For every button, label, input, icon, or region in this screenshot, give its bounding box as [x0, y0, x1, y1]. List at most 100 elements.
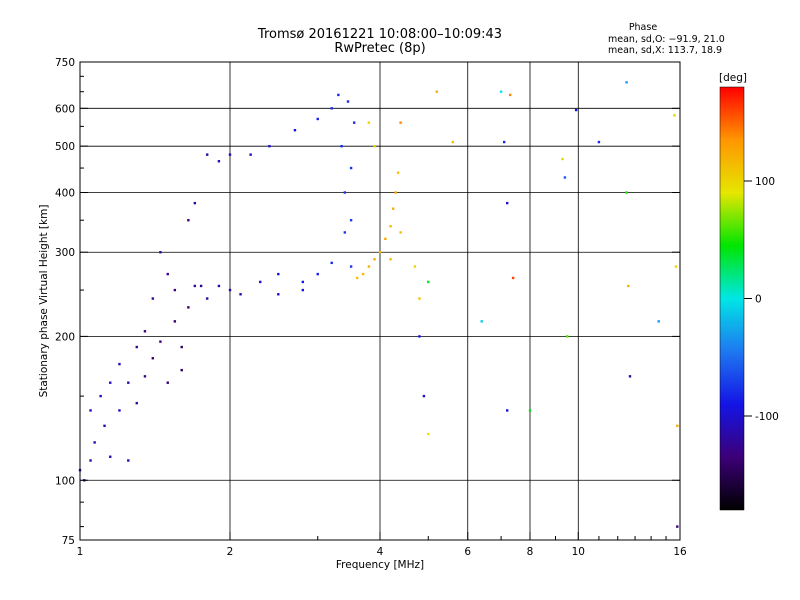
- data-point: [505, 201, 509, 205]
- data-point: [330, 261, 333, 265]
- data-point: [159, 340, 162, 343]
- data-point: [205, 297, 209, 300]
- data-point: [399, 121, 402, 124]
- data-point: [343, 191, 347, 194]
- data-point: [135, 401, 138, 405]
- data-point: [293, 128, 297, 132]
- data-point: [396, 171, 400, 174]
- data-point: [228, 153, 232, 156]
- data-point: [499, 90, 503, 93]
- data-point: [367, 121, 371, 124]
- data-point: [674, 265, 678, 268]
- x-tick-label: 8: [527, 546, 534, 558]
- data-point: [574, 108, 578, 112]
- data-point: [349, 265, 353, 268]
- data-point: [394, 191, 397, 194]
- grid-lines: [80, 62, 680, 540]
- data-point: [143, 330, 147, 333]
- data-point: [384, 237, 387, 241]
- data-point: [413, 265, 417, 268]
- data-point: [330, 107, 333, 110]
- x-axis-label: Frequency [MHz]: [336, 559, 424, 571]
- data-point: [625, 81, 628, 84]
- data-point: [628, 375, 632, 378]
- data-point: [301, 280, 305, 284]
- colorbar-tick-label: 100: [755, 176, 775, 188]
- data-point: [373, 258, 376, 261]
- colorbar-tick-label: -100: [755, 411, 779, 423]
- data-point: [361, 272, 365, 276]
- data-point: [427, 280, 430, 284]
- data-point: [505, 409, 509, 412]
- data-point: [316, 272, 319, 276]
- data-point: [316, 117, 319, 121]
- y-axis-label: Stationary phase Virtual Height [km]: [38, 205, 50, 398]
- data-point: [418, 335, 421, 338]
- phase-x-stats: mean, sd,X: 113.7, 18.9: [608, 45, 722, 56]
- data-point: [352, 121, 356, 124]
- data-point: [346, 100, 350, 103]
- data-point: [349, 166, 353, 170]
- data-point: [561, 157, 564, 161]
- data-point: [173, 288, 177, 292]
- y-tick-label: 750: [55, 57, 75, 69]
- data-point: [508, 93, 512, 97]
- data-point: [528, 409, 532, 412]
- data-point: [391, 207, 395, 210]
- data-point: [89, 409, 92, 412]
- data-point: [480, 320, 483, 323]
- data-point: [180, 368, 183, 372]
- data-point: [268, 144, 271, 148]
- data-point: [93, 441, 96, 444]
- data-point: [118, 362, 121, 366]
- data-point: [657, 320, 660, 323]
- data-point: [373, 144, 376, 148]
- data-point: [143, 375, 147, 378]
- data-point: [676, 424, 679, 428]
- y-tick-label: 100: [55, 475, 75, 487]
- data-point: [627, 284, 630, 288]
- data-point: [378, 251, 382, 254]
- phase-o-stats: mean, sd,O: −91.9, 21.0: [608, 34, 725, 45]
- data-point: [418, 297, 421, 300]
- data-point: [199, 284, 203, 288]
- data-point: [597, 140, 601, 144]
- data-point: [502, 140, 506, 144]
- data-point: [277, 293, 280, 296]
- data-point: [355, 276, 359, 280]
- data-points: [78, 81, 679, 528]
- data-point: [676, 525, 679, 528]
- data-point: [173, 320, 177, 323]
- y-tick-label: 600: [55, 103, 75, 115]
- data-point: [367, 265, 371, 268]
- data-point: [109, 455, 112, 458]
- data-point: [127, 459, 130, 462]
- data-point: [451, 140, 455, 144]
- data-point: [193, 284, 197, 288]
- data-point: [166, 381, 169, 384]
- data-point: [565, 335, 569, 338]
- colorbar: [719, 86, 745, 511]
- data-point: [422, 394, 426, 398]
- chart-title: Tromsø 20161221 10:08:00–10:09:43: [257, 27, 502, 42]
- data-point: [118, 409, 121, 412]
- colorbar-label: [deg]: [719, 72, 747, 84]
- y-axis: 75 100 200 300 400 500 600 750: [55, 57, 680, 547]
- y-tick-label: 400: [55, 187, 75, 199]
- data-point: [159, 251, 162, 254]
- y-tick-label: 200: [55, 331, 75, 343]
- data-point: [399, 231, 402, 234]
- x-tick-label: 6: [464, 546, 471, 558]
- data-point: [301, 288, 305, 292]
- data-point: [277, 272, 280, 276]
- data-point: [228, 288, 232, 292]
- phase-heading: Phase: [629, 22, 658, 33]
- data-point: [427, 432, 430, 436]
- y-tick-label: 75: [62, 535, 75, 547]
- data-point: [511, 276, 515, 280]
- data-point: [103, 424, 106, 428]
- data-point: [349, 219, 353, 222]
- data-point: [166, 272, 169, 276]
- x-tick-label: 16: [673, 546, 687, 558]
